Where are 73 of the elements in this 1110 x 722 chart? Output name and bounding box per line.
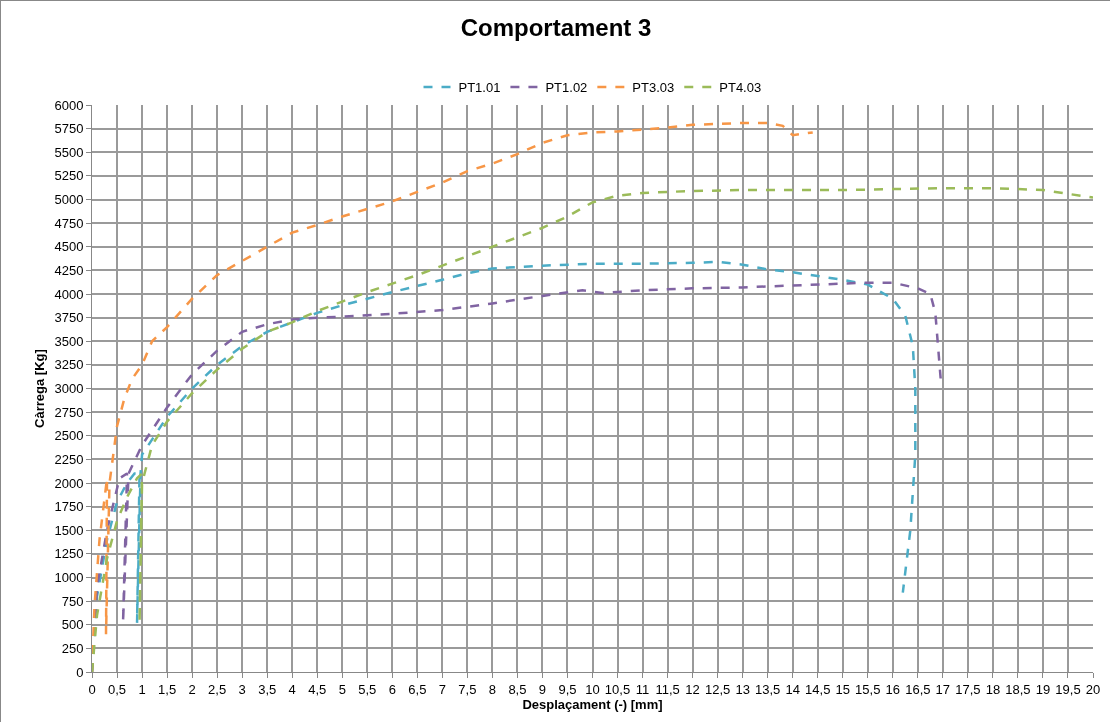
x-axis-title: Desplaçament (-) [mm] <box>522 697 663 713</box>
x-tick-label: 12 <box>685 681 700 697</box>
x-tick-label: 17 <box>935 681 951 697</box>
x-tick-label: 1 <box>138 681 146 697</box>
x-tick-label: 14 <box>785 681 800 697</box>
legend-label: PT1.02 <box>545 80 588 96</box>
y-tick-label: 750 <box>61 593 84 609</box>
x-tick-label: 1,5 <box>158 681 177 697</box>
x-tick-label: 3,5 <box>258 681 277 697</box>
legend-label: PT1.01 <box>458 80 501 96</box>
x-tick-label: 16,5 <box>905 681 931 697</box>
x-tick-label: 11 <box>635 681 650 697</box>
x-tick-label: 2,5 <box>208 681 227 697</box>
x-tick-label: 4 <box>288 681 296 697</box>
x-tick-label: 0 <box>88 681 96 697</box>
x-tick-label: 16 <box>885 681 901 697</box>
y-tick-label: 1500 <box>54 522 84 538</box>
y-axis-title: Càrrega [Kg] <box>32 349 48 428</box>
y-tick-label: 250 <box>61 640 84 656</box>
x-tick-label: 7,5 <box>458 681 477 697</box>
x-tick-label: 7 <box>438 681 446 697</box>
y-tick-label: 4000 <box>54 286 84 302</box>
y-tick-label: 2250 <box>54 451 84 467</box>
x-tick-label: 19 <box>1035 681 1051 697</box>
y-tick-label: 2750 <box>54 404 84 420</box>
x-tick-label: 3 <box>238 681 246 697</box>
x-tick-label: 17,5 <box>955 681 981 697</box>
y-tick-label: 3500 <box>54 333 84 349</box>
x-tick-label: 6,5 <box>408 681 427 697</box>
x-tick-label: 9,5 <box>558 681 577 697</box>
y-tick-label: 5500 <box>54 144 84 160</box>
y-tick-label: 3000 <box>54 381 84 397</box>
x-tick-label: 5 <box>338 681 346 697</box>
x-tick-label: 5,5 <box>358 681 377 697</box>
y-tick-label: 1000 <box>54 570 84 586</box>
x-tick-label: 2 <box>188 681 196 697</box>
y-tick-label: 4750 <box>54 215 84 231</box>
y-tick-label: 2500 <box>54 428 84 444</box>
legend-label: PT4.03 <box>719 80 762 96</box>
y-tick-label: 5750 <box>54 121 84 137</box>
y-tick-label: 6000 <box>54 97 84 113</box>
y-tick-label: 3250 <box>54 357 84 373</box>
x-tick-label: 20 <box>1085 681 1101 697</box>
x-tick-label: 15,5 <box>855 681 881 697</box>
x-tick-label: 4,5 <box>308 681 327 697</box>
x-tick-label: 9 <box>538 681 547 697</box>
y-tick-label: 3750 <box>54 310 84 326</box>
legend-label: PT3.03 <box>632 80 675 96</box>
x-tick-label: 11,5 <box>655 681 680 697</box>
x-tick-label: 13 <box>735 681 750 697</box>
x-tick-label: 15 <box>835 681 850 697</box>
x-tick-label: 8 <box>488 681 497 697</box>
x-tick-label: 6 <box>388 681 396 697</box>
y-tick-label: 0 <box>76 664 84 680</box>
y-tick-label: 4500 <box>54 239 84 255</box>
x-tick-label: 19,5 <box>1055 681 1081 697</box>
x-tick-label: 12,5 <box>704 681 731 697</box>
x-tick-label: 0,5 <box>107 681 127 697</box>
x-tick-label: 18,5 <box>1005 681 1031 697</box>
x-tick-label: 13,5 <box>755 681 781 697</box>
y-tick-label: 500 <box>61 617 84 633</box>
y-tick-label: 4250 <box>54 262 84 278</box>
y-tick-label: 5000 <box>54 192 84 208</box>
x-tick-label: 8,5 <box>508 681 527 697</box>
x-tick-label: 18 <box>985 681 1001 697</box>
x-tick-label: 14,5 <box>805 681 831 697</box>
chart-title: Comportament 3 <box>460 13 652 41</box>
y-tick-label: 1250 <box>54 546 84 562</box>
y-tick-label: 5250 <box>54 168 84 184</box>
y-tick-label: 1750 <box>54 499 84 515</box>
x-tick-label: 10,5 <box>604 681 631 697</box>
y-tick-label: 2000 <box>54 475 84 491</box>
x-tick-label: 10 <box>585 681 600 697</box>
